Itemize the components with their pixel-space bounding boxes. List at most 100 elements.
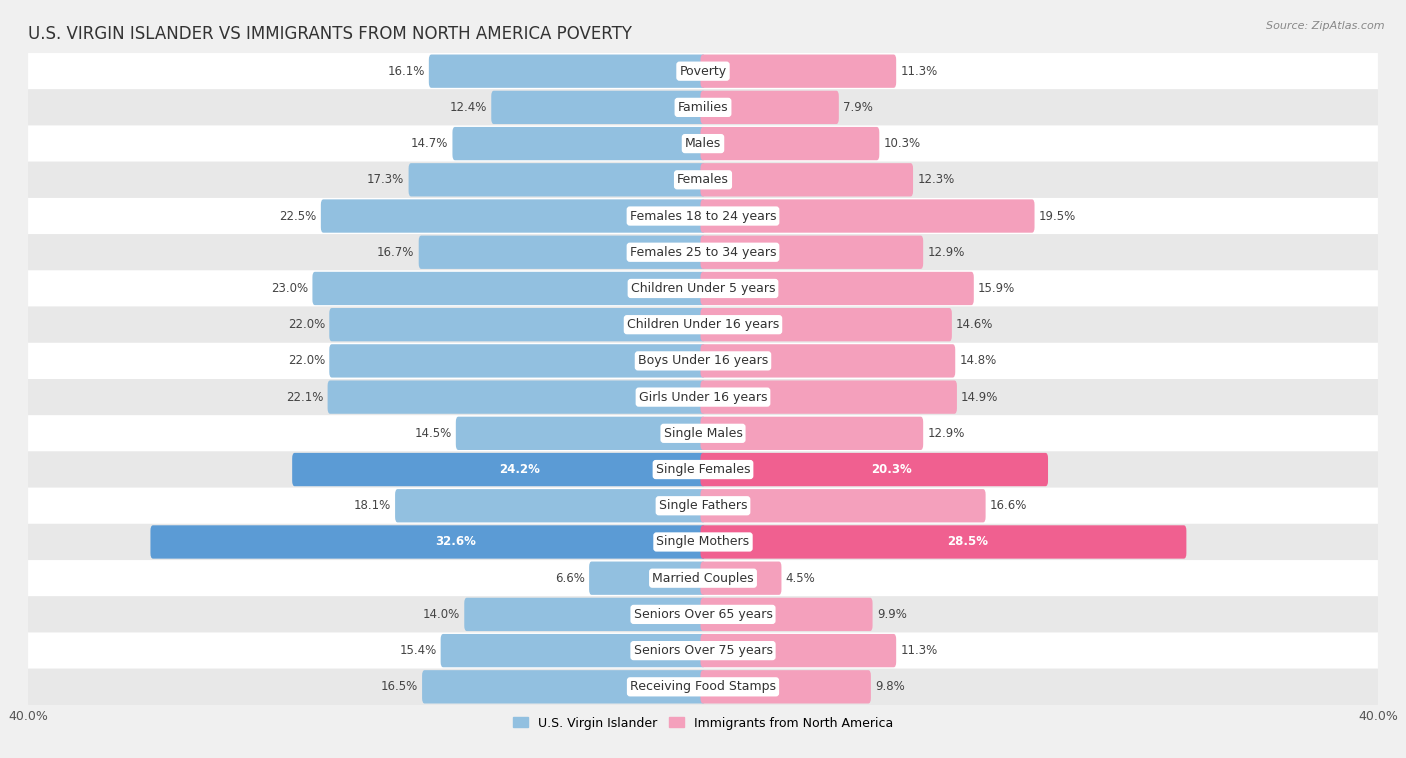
FancyBboxPatch shape: [28, 306, 1378, 343]
FancyBboxPatch shape: [419, 236, 706, 269]
FancyBboxPatch shape: [700, 163, 912, 196]
FancyBboxPatch shape: [28, 343, 1378, 379]
FancyBboxPatch shape: [700, 670, 870, 703]
FancyBboxPatch shape: [28, 452, 1378, 487]
FancyBboxPatch shape: [312, 272, 706, 305]
FancyBboxPatch shape: [700, 55, 896, 88]
Text: 14.0%: 14.0%: [423, 608, 460, 621]
FancyBboxPatch shape: [700, 199, 1035, 233]
Text: 28.5%: 28.5%: [948, 535, 988, 549]
FancyBboxPatch shape: [329, 308, 706, 341]
FancyBboxPatch shape: [700, 634, 896, 667]
FancyBboxPatch shape: [464, 598, 706, 631]
FancyBboxPatch shape: [28, 271, 1378, 306]
Text: Seniors Over 65 years: Seniors Over 65 years: [634, 608, 772, 621]
FancyBboxPatch shape: [28, 632, 1378, 669]
FancyBboxPatch shape: [700, 127, 879, 160]
Text: 32.6%: 32.6%: [434, 535, 475, 549]
FancyBboxPatch shape: [700, 562, 782, 595]
Text: 15.4%: 15.4%: [399, 644, 436, 657]
FancyBboxPatch shape: [700, 598, 873, 631]
Text: Children Under 16 years: Children Under 16 years: [627, 318, 779, 331]
Text: 12.4%: 12.4%: [450, 101, 486, 114]
Text: 18.1%: 18.1%: [354, 500, 391, 512]
FancyBboxPatch shape: [28, 89, 1378, 126]
Text: 9.9%: 9.9%: [877, 608, 907, 621]
Text: Children Under 5 years: Children Under 5 years: [631, 282, 775, 295]
FancyBboxPatch shape: [28, 126, 1378, 161]
FancyBboxPatch shape: [329, 344, 706, 377]
Text: Married Couples: Married Couples: [652, 572, 754, 584]
FancyBboxPatch shape: [453, 127, 706, 160]
Text: 11.3%: 11.3%: [900, 644, 938, 657]
FancyBboxPatch shape: [700, 91, 839, 124]
Text: 14.9%: 14.9%: [962, 390, 998, 403]
Text: U.S. VIRGIN ISLANDER VS IMMIGRANTS FROM NORTH AMERICA POVERTY: U.S. VIRGIN ISLANDER VS IMMIGRANTS FROM …: [28, 25, 633, 43]
FancyBboxPatch shape: [28, 487, 1378, 524]
Text: 7.9%: 7.9%: [844, 101, 873, 114]
Text: 23.0%: 23.0%: [271, 282, 308, 295]
Text: 16.1%: 16.1%: [387, 64, 425, 77]
FancyBboxPatch shape: [440, 634, 706, 667]
Text: Boys Under 16 years: Boys Under 16 years: [638, 355, 768, 368]
Text: Females 25 to 34 years: Females 25 to 34 years: [630, 246, 776, 258]
Text: 22.0%: 22.0%: [288, 318, 325, 331]
FancyBboxPatch shape: [409, 163, 706, 196]
FancyBboxPatch shape: [700, 417, 924, 450]
Text: 24.2%: 24.2%: [499, 463, 540, 476]
FancyBboxPatch shape: [28, 669, 1378, 705]
FancyBboxPatch shape: [28, 53, 1378, 89]
Text: Receiving Food Stamps: Receiving Food Stamps: [630, 681, 776, 694]
FancyBboxPatch shape: [700, 308, 952, 341]
FancyBboxPatch shape: [28, 524, 1378, 560]
Text: 20.3%: 20.3%: [870, 463, 911, 476]
Text: 14.5%: 14.5%: [415, 427, 451, 440]
Text: Single Mothers: Single Mothers: [657, 535, 749, 549]
Text: Single Fathers: Single Fathers: [659, 500, 747, 512]
FancyBboxPatch shape: [328, 381, 706, 414]
Text: Females: Females: [678, 174, 728, 186]
Text: 16.6%: 16.6%: [990, 500, 1028, 512]
Text: 9.8%: 9.8%: [875, 681, 905, 694]
FancyBboxPatch shape: [28, 161, 1378, 198]
Text: Poverty: Poverty: [679, 64, 727, 77]
FancyBboxPatch shape: [292, 453, 706, 486]
FancyBboxPatch shape: [700, 272, 974, 305]
Text: 6.6%: 6.6%: [555, 572, 585, 584]
Text: 12.3%: 12.3%: [917, 174, 955, 186]
Text: Families: Families: [678, 101, 728, 114]
FancyBboxPatch shape: [28, 234, 1378, 271]
FancyBboxPatch shape: [700, 525, 1187, 559]
Text: 22.0%: 22.0%: [288, 355, 325, 368]
FancyBboxPatch shape: [28, 597, 1378, 632]
Text: 11.3%: 11.3%: [900, 64, 938, 77]
Text: 12.9%: 12.9%: [928, 427, 965, 440]
Text: Seniors Over 75 years: Seniors Over 75 years: [634, 644, 772, 657]
Text: Males: Males: [685, 137, 721, 150]
Text: 22.1%: 22.1%: [285, 390, 323, 403]
Text: 10.3%: 10.3%: [883, 137, 921, 150]
Text: 12.9%: 12.9%: [928, 246, 965, 258]
Legend: U.S. Virgin Islander, Immigrants from North America: U.S. Virgin Islander, Immigrants from No…: [508, 712, 898, 735]
Text: 14.6%: 14.6%: [956, 318, 994, 331]
FancyBboxPatch shape: [491, 91, 706, 124]
FancyBboxPatch shape: [28, 560, 1378, 597]
FancyBboxPatch shape: [700, 453, 1047, 486]
Text: Females 18 to 24 years: Females 18 to 24 years: [630, 209, 776, 223]
FancyBboxPatch shape: [395, 489, 706, 522]
FancyBboxPatch shape: [456, 417, 706, 450]
Text: 22.5%: 22.5%: [280, 209, 316, 223]
Text: 14.7%: 14.7%: [411, 137, 449, 150]
Text: 16.7%: 16.7%: [377, 246, 415, 258]
Text: Single Males: Single Males: [664, 427, 742, 440]
Text: 17.3%: 17.3%: [367, 174, 405, 186]
Text: Source: ZipAtlas.com: Source: ZipAtlas.com: [1267, 21, 1385, 31]
Text: 16.5%: 16.5%: [381, 681, 418, 694]
FancyBboxPatch shape: [28, 415, 1378, 452]
FancyBboxPatch shape: [700, 344, 955, 377]
Text: Girls Under 16 years: Girls Under 16 years: [638, 390, 768, 403]
FancyBboxPatch shape: [700, 489, 986, 522]
Text: 19.5%: 19.5%: [1039, 209, 1076, 223]
Text: 4.5%: 4.5%: [786, 572, 815, 584]
FancyBboxPatch shape: [422, 670, 706, 703]
